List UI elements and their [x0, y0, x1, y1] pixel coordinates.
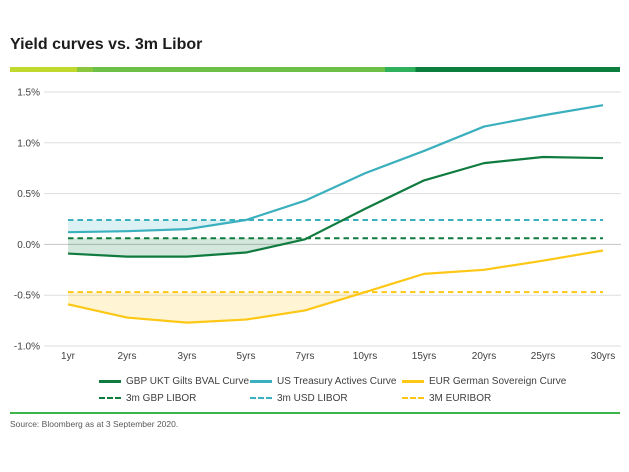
legend-dashed-swatch: [99, 397, 121, 399]
legend-label: GBP UKT Gilts BVAL Curve: [126, 375, 250, 387]
x-axis-tick-label: 15yrs: [412, 351, 436, 362]
legend-item: GBP UKT Gilts BVAL Curve: [99, 375, 249, 387]
yield-curve-line: [67, 104, 604, 234]
legend-item: EUR German Sovereign Curve: [402, 375, 566, 387]
legend-item: 3m USD LIBOR: [250, 392, 348, 404]
legend-line-swatch: [402, 379, 424, 383]
footer-separator: [10, 412, 620, 414]
legend-line-swatch: [99, 379, 121, 383]
legend-dashed-swatch: [402, 397, 424, 399]
yield-curve-line: [67, 249, 604, 324]
spread-fill-area: [68, 238, 307, 257]
legend-label: 3m USD LIBOR: [277, 392, 348, 404]
accent-bar: [10, 67, 620, 72]
y-axis-tick-label: -1.0%: [14, 342, 40, 353]
y-axis-tick-label: -0.5%: [14, 291, 40, 302]
spread-fill-area: [68, 220, 246, 233]
x-axis-tick-label: 2yrs: [118, 351, 137, 362]
source-note: Source: Bloomberg as at 3 September 2020…: [10, 419, 179, 429]
legend-line-swatch: [250, 379, 272, 383]
x-axis-tick-label: 7yrs: [296, 351, 315, 362]
y-axis-tick-label: 0.0%: [17, 240, 40, 251]
x-axis-tick-label: 5yrs: [237, 351, 256, 362]
legend-label: US Treasury Actives Curve: [277, 375, 397, 387]
legend-label: EUR German Sovereign Curve: [429, 375, 567, 387]
y-axis-tick-label: 1.5%: [17, 88, 40, 99]
x-axis-tick-label: 25yrs: [531, 351, 555, 362]
legend-label: 3M EURIBOR: [429, 392, 492, 404]
x-axis-tick-label: 20yrs: [472, 351, 496, 362]
x-axis-tick-label: 30yrs: [591, 351, 615, 362]
legend-dashed-swatch: [250, 397, 272, 399]
legend-item: US Treasury Actives Curve: [250, 375, 396, 387]
x-axis-tick-label: 10yrs: [353, 351, 377, 362]
yield-curve-line: [67, 155, 604, 258]
legend-item: 3m GBP LIBOR: [99, 392, 196, 404]
spread-fill-area: [68, 292, 365, 323]
chart-title: Yield curves vs. 3m Libor: [10, 36, 203, 53]
legend-label: 3m GBP LIBOR: [126, 392, 197, 404]
legend-item: 3M EURIBOR: [402, 392, 491, 404]
x-axis-tick-label: 3yrs: [178, 351, 197, 362]
y-axis-tick-label: 0.5%: [17, 189, 40, 200]
y-axis-tick-label: 1.0%: [17, 138, 40, 149]
x-axis-tick-label: 1yr: [61, 351, 76, 362]
